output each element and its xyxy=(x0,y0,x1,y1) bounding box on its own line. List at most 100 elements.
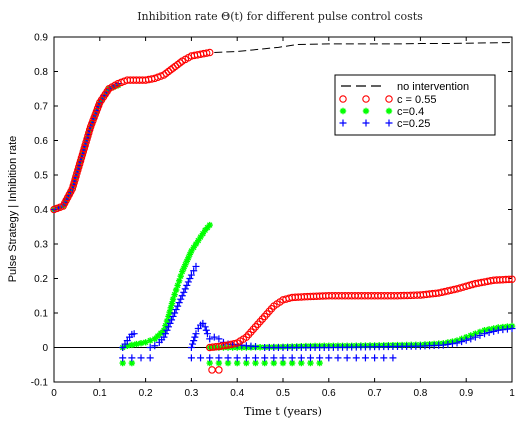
star-marker xyxy=(190,244,197,251)
plus-marker xyxy=(288,354,296,362)
star-marker xyxy=(261,359,268,367)
x-axis-label: Time t (years) xyxy=(244,405,322,418)
legend-label: c=0.4 xyxy=(397,106,424,118)
star-marker xyxy=(174,282,181,289)
y-axis: -0.1 0 0.1 0.2 0.3 0.4 0.5 0.6 0.7 0.8 0.9 xyxy=(31,33,512,389)
plus-marker xyxy=(130,330,138,338)
star-marker xyxy=(180,264,187,272)
star-marker xyxy=(199,230,207,237)
plus-marker xyxy=(187,271,195,279)
plus-marker xyxy=(490,327,498,335)
plus-marker xyxy=(163,326,171,334)
plus-marker xyxy=(183,281,191,289)
x-tick-label: 0.8 xyxy=(413,388,427,399)
series-0 xyxy=(214,42,513,54)
x-tick-label: 0.9 xyxy=(459,388,473,399)
plus-marker xyxy=(476,331,484,339)
plus-marker xyxy=(485,329,493,337)
x-tick-label: 0.2 xyxy=(139,388,153,399)
plus-marker xyxy=(439,341,447,349)
star-marker xyxy=(279,359,287,367)
star-marker xyxy=(137,339,145,347)
plus-marker xyxy=(444,340,452,348)
plus-marker xyxy=(202,326,210,334)
star-marker xyxy=(234,359,241,367)
legend-swatch xyxy=(385,119,393,127)
plus-marker xyxy=(146,354,154,362)
x-tick-label: 0.5 xyxy=(276,388,290,399)
circle-marker xyxy=(505,275,513,284)
plus-marker xyxy=(210,333,218,341)
star-marker xyxy=(142,339,149,346)
plus-marker xyxy=(508,325,516,333)
plus-marker xyxy=(453,339,461,347)
plus-marker xyxy=(151,342,159,350)
plus-marker xyxy=(203,330,211,338)
plus-marker xyxy=(178,292,186,300)
star-marker xyxy=(133,340,140,348)
star-marker xyxy=(162,322,169,329)
plus-marker xyxy=(181,285,189,293)
plus-marker xyxy=(481,330,489,338)
plus-marker xyxy=(174,302,182,310)
series-layer xyxy=(50,42,516,374)
x-tick-label: 1 xyxy=(509,388,515,399)
y-tick-label: 0.7 xyxy=(34,102,48,113)
legend-swatch xyxy=(362,119,370,127)
star-marker xyxy=(206,221,213,229)
star-marker xyxy=(175,277,183,284)
legend-box xyxy=(334,74,496,136)
y-tick-label: 0.4 xyxy=(34,205,48,216)
star-marker xyxy=(163,317,171,325)
plus-marker xyxy=(343,354,351,362)
star-marker xyxy=(256,344,264,351)
plus-marker xyxy=(187,354,195,362)
star-marker xyxy=(220,344,227,351)
plus-marker xyxy=(252,342,260,350)
plus-marker xyxy=(192,330,200,338)
circle-marker xyxy=(176,59,184,67)
star-marker xyxy=(124,342,131,349)
plus-marker xyxy=(197,354,205,362)
star-marker xyxy=(154,332,162,340)
plus-marker xyxy=(161,330,169,338)
plus-marker xyxy=(119,354,127,362)
circle-marker xyxy=(508,275,516,283)
star-marker xyxy=(316,359,323,367)
plus-marker xyxy=(128,354,136,362)
plus-marker xyxy=(334,354,342,362)
plus-marker xyxy=(169,312,177,320)
x-axis: 0 0.1 0.2 0.3 0.4 0.5 0.6 0.7 0.8 0.9 1 xyxy=(51,37,515,399)
plus-marker xyxy=(146,344,154,351)
circle-marker xyxy=(215,366,223,374)
y-axis-label: Pulse Strategy | Inhibition rate xyxy=(7,136,19,283)
plus-marker xyxy=(361,354,369,362)
plus-marker xyxy=(190,337,198,345)
x-tick-label: 0.7 xyxy=(368,388,382,399)
plus-marker xyxy=(252,354,260,362)
star-marker xyxy=(166,308,173,316)
star-marker xyxy=(204,224,211,231)
x-tick-label: 0.3 xyxy=(184,388,198,399)
star-marker xyxy=(188,247,195,255)
star-marker xyxy=(171,291,178,298)
plus-marker xyxy=(166,319,174,327)
plus-marker xyxy=(215,335,223,343)
star-marker xyxy=(197,233,204,241)
x-tick-label: 0.1 xyxy=(93,388,107,399)
y-tick-label: 0.8 xyxy=(34,67,48,78)
plus-marker xyxy=(462,336,470,344)
x-tick-label: 0.4 xyxy=(230,388,244,399)
star-marker xyxy=(157,329,165,337)
plus-marker xyxy=(160,333,168,341)
plus-marker xyxy=(168,316,176,324)
no-intervention-line xyxy=(214,42,513,54)
plus-marker xyxy=(242,354,250,362)
star-marker xyxy=(288,359,296,367)
x-tick-label: 0 xyxy=(51,388,57,399)
y-tick-label: 0.3 xyxy=(34,240,48,251)
star-marker xyxy=(168,300,176,307)
legend-swatch xyxy=(362,107,370,115)
